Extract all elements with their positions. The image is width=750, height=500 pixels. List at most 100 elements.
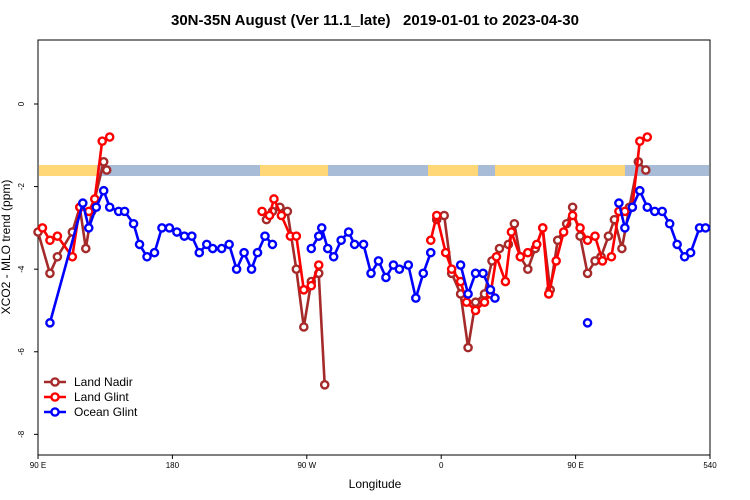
point — [264, 210, 275, 221]
point — [463, 342, 473, 353]
chart-title: 30N-35N August (Ver 11.1_late) 2019-01-0… — [171, 12, 579, 29]
x-tick-label: 180 — [166, 461, 180, 470]
point — [455, 260, 466, 270]
series — [33, 157, 651, 390]
legend-label: Land Nadir — [74, 375, 133, 389]
point — [306, 243, 317, 254]
point — [149, 247, 160, 258]
point — [164, 223, 175, 233]
point — [627, 202, 638, 213]
point — [470, 297, 481, 308]
point — [431, 210, 442, 221]
point — [617, 243, 627, 254]
point — [558, 227, 569, 237]
point — [52, 251, 63, 262]
point — [567, 210, 578, 221]
point — [224, 239, 234, 250]
x-axis-label: Longitude — [349, 477, 402, 491]
point — [336, 235, 346, 246]
point — [461, 297, 472, 308]
point — [642, 132, 653, 142]
land-ocean-band — [39, 165, 709, 176]
point — [299, 285, 309, 295]
point — [157, 223, 167, 233]
legend-marker — [50, 377, 60, 387]
point — [411, 293, 421, 303]
legend-label: Ocean Glint — [74, 405, 138, 419]
point — [78, 198, 88, 208]
point — [425, 235, 436, 246]
point — [313, 260, 324, 270]
point — [685, 247, 696, 258]
x-tick-label: 0 — [439, 461, 444, 470]
point — [523, 247, 533, 258]
point — [551, 256, 561, 266]
point — [366, 268, 376, 279]
point — [52, 231, 63, 241]
x-tick-label: 90 W — [297, 461, 316, 470]
point — [403, 260, 414, 270]
point — [606, 251, 617, 262]
point — [349, 239, 360, 250]
point — [672, 239, 682, 250]
point — [128, 218, 139, 229]
point — [567, 202, 578, 213]
point — [252, 247, 263, 258]
point — [537, 223, 548, 233]
point — [373, 256, 384, 266]
y-tick-label: -8 — [17, 430, 26, 438]
point — [37, 223, 48, 233]
land-band — [495, 165, 625, 176]
point — [635, 136, 645, 146]
point — [582, 268, 593, 279]
point — [291, 231, 302, 241]
point — [299, 322, 309, 332]
point — [515, 251, 526, 262]
point — [98, 157, 109, 167]
point — [418, 268, 429, 279]
point — [664, 218, 675, 229]
point — [134, 239, 145, 250]
point — [207, 243, 218, 254]
point — [506, 227, 517, 237]
point — [328, 251, 339, 262]
point — [470, 268, 481, 279]
point — [80, 243, 91, 254]
point — [640, 165, 651, 175]
point — [446, 264, 457, 274]
point — [119, 206, 130, 217]
point — [439, 210, 449, 221]
point — [509, 218, 520, 229]
point — [313, 231, 324, 241]
point — [306, 280, 317, 291]
point — [101, 165, 112, 175]
point — [425, 247, 436, 258]
point — [322, 243, 333, 254]
point — [269, 194, 279, 204]
point — [98, 185, 109, 196]
y-tick-label: -6 — [17, 348, 26, 356]
point — [97, 136, 108, 146]
point — [246, 264, 257, 274]
point — [89, 194, 100, 204]
point — [700, 223, 711, 233]
point — [394, 264, 405, 274]
point — [582, 318, 593, 328]
point — [485, 285, 496, 295]
legend-marker — [50, 407, 60, 417]
point — [187, 231, 197, 241]
point — [531, 239, 542, 250]
point — [291, 264, 302, 274]
land-band — [260, 165, 328, 176]
series — [45, 185, 711, 328]
legend-marker — [50, 392, 60, 402]
point — [614, 198, 624, 208]
point — [358, 239, 369, 250]
point — [463, 289, 473, 299]
point — [582, 235, 593, 246]
point — [620, 223, 630, 233]
ocean-band — [39, 165, 709, 176]
point — [45, 235, 55, 246]
